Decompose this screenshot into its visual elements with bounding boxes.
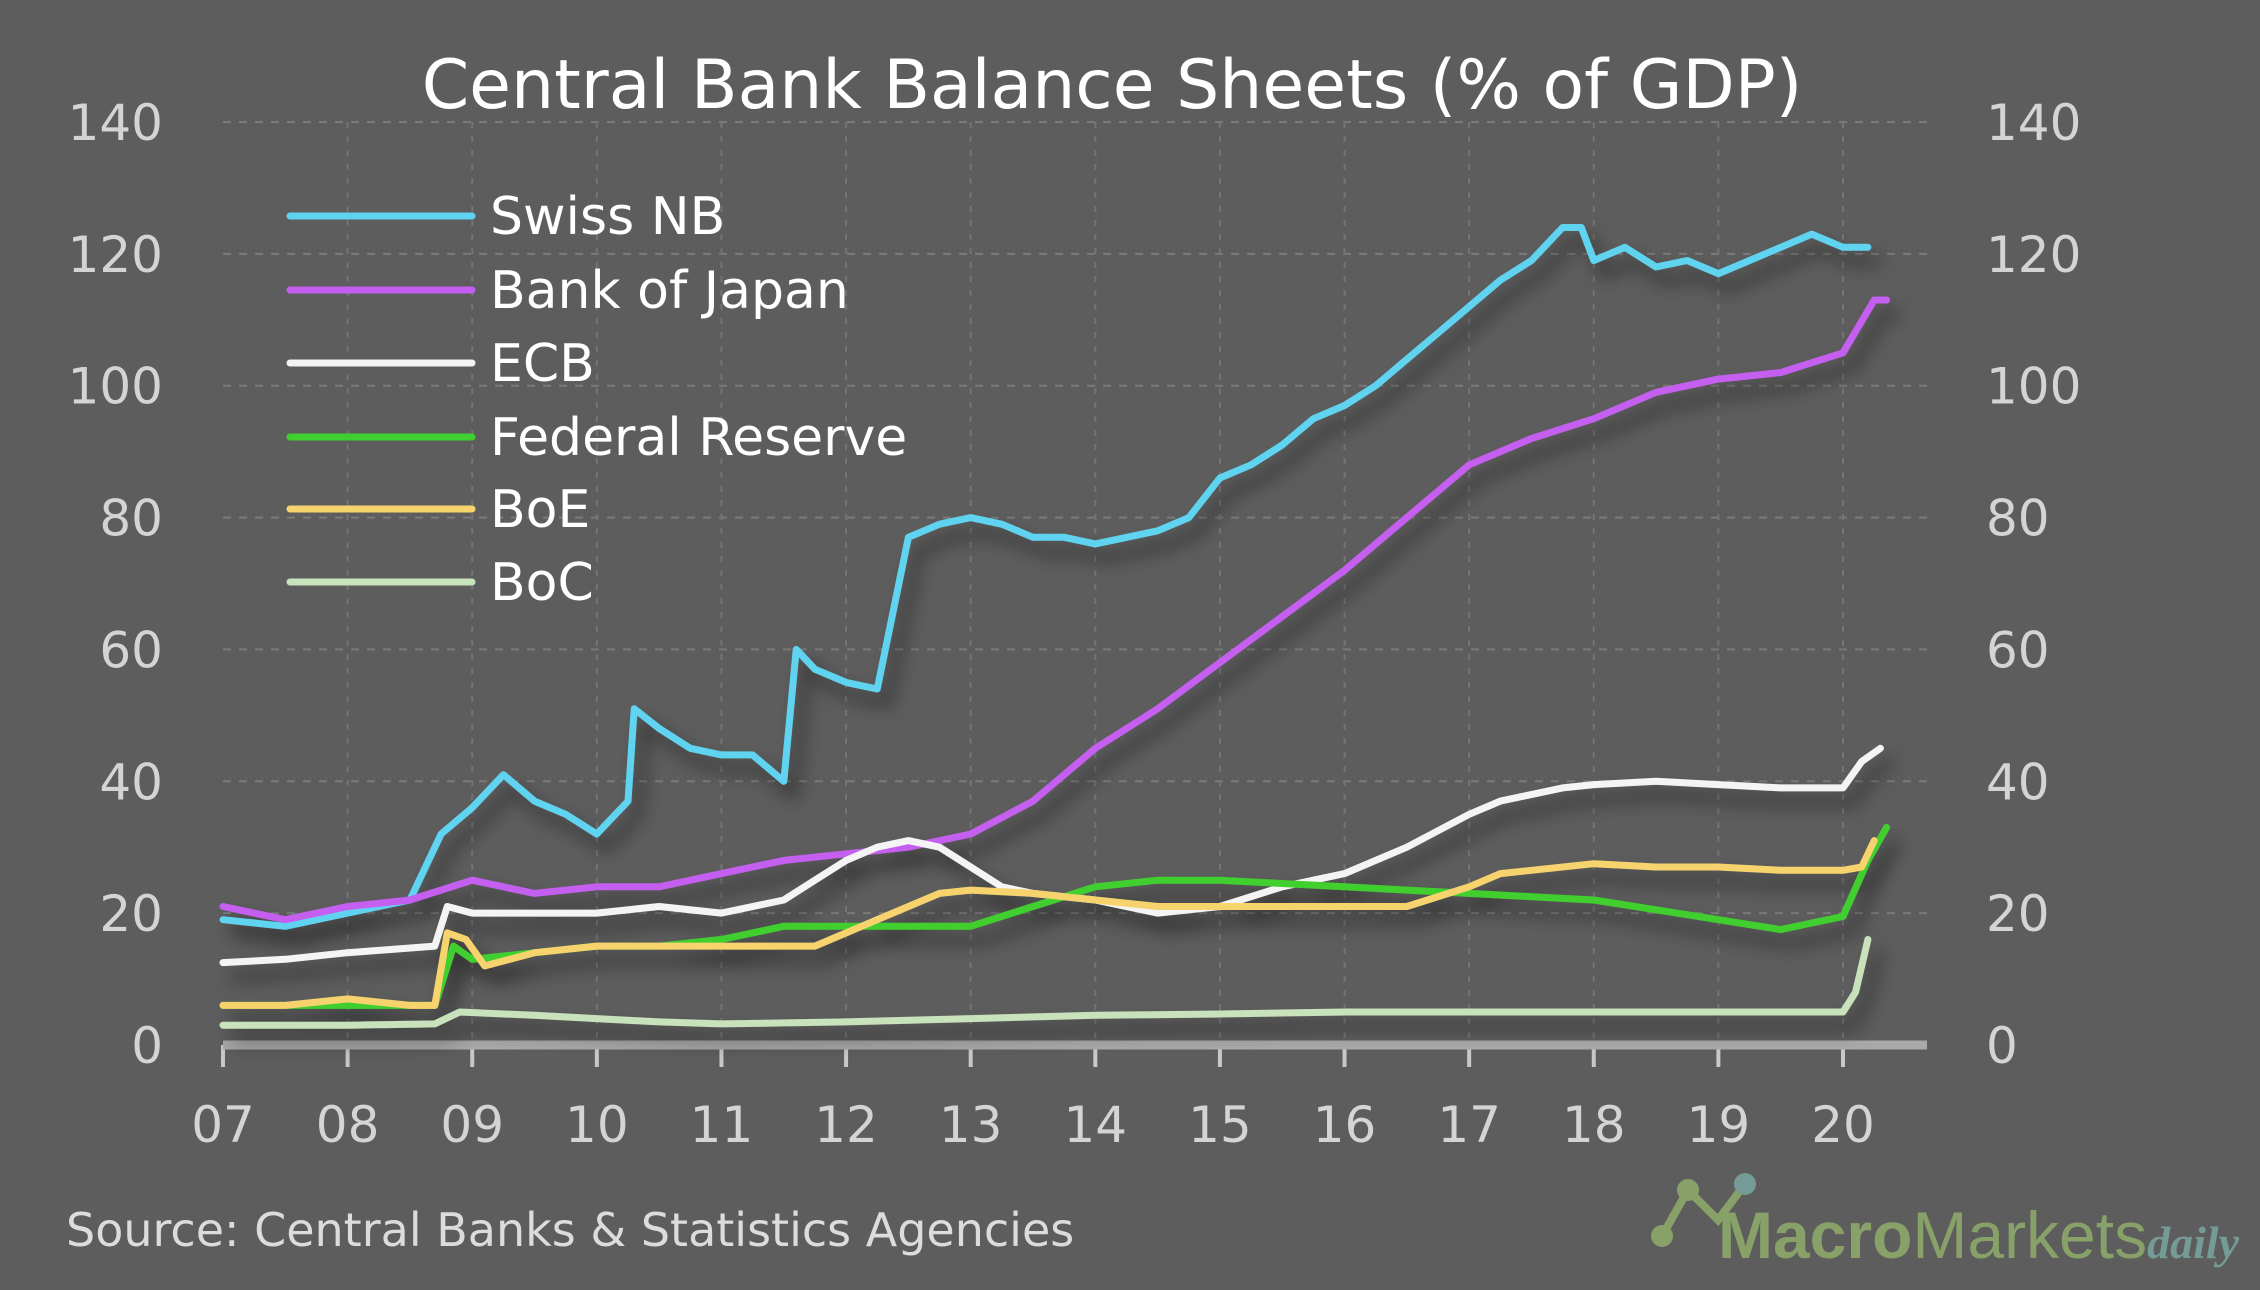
x-tick-label: 18: [1562, 1096, 1626, 1154]
x-axis: 07 08 09 10 11 12 13 14 15 16 17 18 19 20: [191, 1040, 1927, 1154]
legend-label: BoE: [490, 480, 590, 540]
x-tick-label: 13: [939, 1096, 1003, 1154]
y-axis-left: 0 20 40 60 80 100 120 140: [68, 94, 163, 1075]
y-tick-label-left: 80: [99, 490, 163, 548]
y-tick-label-right: 80: [1986, 490, 2050, 548]
x-tick-label: 14: [1063, 1096, 1127, 1154]
y-tick-label-left: 100: [68, 358, 163, 416]
y-axis-right: 0 20 40 60 80 100 120 140: [1986, 94, 2081, 1075]
x-tick-label: 16: [1313, 1096, 1377, 1154]
series-line-boe: [219, 837, 1878, 1009]
x-tick-label: 11: [690, 1096, 754, 1154]
x-tick-label: 08: [316, 1096, 380, 1154]
y-tick-label-left: 140: [68, 94, 163, 152]
y-tick-label-left: 120: [68, 226, 163, 284]
y-tick-label-right: 60: [1986, 621, 2050, 679]
y-tick-label-left: 0: [131, 1017, 163, 1075]
series-line-bank-of-japan: [219, 296, 1891, 924]
y-tick-label-right: 0: [1986, 1017, 2018, 1075]
series-lines: [219, 224, 1891, 1029]
svg-text:MacroMarketsdaily: MacroMarketsdaily: [1718, 1198, 2240, 1272]
y-tick-label-right: 140: [1986, 94, 2081, 152]
y-tick-label-right: 20: [1986, 885, 2050, 943]
legend-label: Bank of Japan: [490, 261, 849, 321]
legend-label: ECB: [490, 334, 595, 394]
legend-label: Swiss NB: [490, 187, 725, 247]
watermark-logo: MacroMarketsdaily: [1651, 1173, 2240, 1272]
y-tick-label-left: 60: [99, 621, 163, 679]
x-tick-label: 20: [1811, 1096, 1875, 1154]
y-tick-label-right: 40: [1986, 753, 2050, 811]
chart-title: Central Bank Balance Sheets (% of GDP): [422, 46, 1803, 125]
legend: Swiss NB Bank of Japan ECB Federal Reserve B…: [286, 187, 907, 613]
series-line-swiss-nb: [219, 224, 1872, 930]
series-line-ecb: [219, 744, 1884, 967]
x-tick-label: 07: [191, 1096, 255, 1154]
x-tick-label: 09: [440, 1096, 504, 1154]
x-tick-label: 12: [814, 1096, 878, 1154]
x-tick-label: 19: [1687, 1096, 1751, 1154]
x-tick-label: 10: [565, 1096, 629, 1154]
legend-label: BoC: [490, 553, 594, 613]
y-tick-label-right: 100: [1986, 358, 2081, 416]
source-note: Source: Central Banks & Statistics Agenc…: [66, 1203, 1074, 1257]
y-tick-label-left: 20: [99, 885, 163, 943]
series-line-boc: [219, 936, 1872, 1029]
y-tick-label-right: 120: [1986, 226, 2081, 284]
grid: [223, 121, 1927, 1045]
legend-label: Federal Reserve: [490, 408, 907, 468]
x-tick-label: 17: [1437, 1096, 1501, 1154]
y-tick-label-left: 40: [99, 753, 163, 811]
x-tick-label: 15: [1188, 1096, 1252, 1154]
